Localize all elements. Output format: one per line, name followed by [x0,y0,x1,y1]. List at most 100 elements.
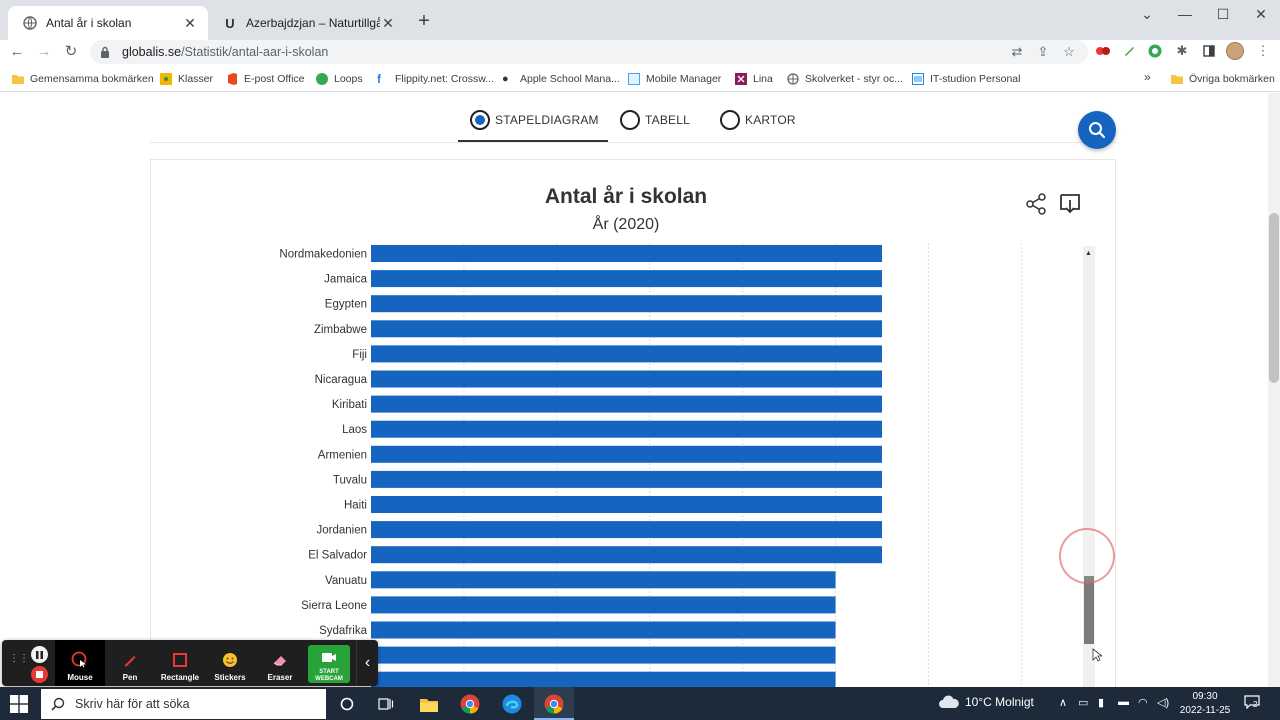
stickers-tool[interactable]: Stickers [205,640,255,686]
drag-handle-icon[interactable]: ⋮⋮ [9,653,29,664]
pen-tool[interactable]: Pen [105,640,155,686]
page-scrollbar-thumb[interactable] [1269,213,1279,383]
chrome-icon[interactable] [458,692,482,716]
other-bookmarks-folder[interactable]: Övriga bokmärken [1171,70,1275,88]
forward-button[interactable]: → [36,43,52,60]
chart-bar[interactable] [371,571,836,589]
side-panel-icon[interactable] [1200,42,1218,60]
bookmark-item[interactable]: Gemensamma bokmärken [12,70,154,88]
extension-green-icon[interactable] [1146,42,1164,60]
search-button[interactable] [1078,111,1116,149]
browser-tab-active[interactable]: Antal år i skolan ✕ [8,6,208,40]
windows-start-icon[interactable] [10,695,28,713]
pause-button[interactable] [31,646,48,663]
chart-bar[interactable] [371,420,882,438]
close-window-button[interactable]: ✕ [1255,5,1267,22]
rectangle-tool[interactable]: Rectangle [155,640,205,686]
chart-bar[interactable] [371,546,882,564]
chart-bar[interactable] [371,295,882,313]
share-page-icon[interactable]: ⇪ [1037,44,1049,59]
download-icon[interactable] [1058,192,1082,216]
bookmark-item[interactable]: Klasser [160,70,213,88]
back-button[interactable]: ← [9,43,25,60]
bookmarks-overflow-button[interactable]: » [1144,70,1151,84]
browser-tab[interactable]: U Azerbajdzjan – Naturtillgångar, e ✕ [208,6,406,40]
chart-bar[interactable] [371,395,882,413]
new-tab-button[interactable]: + [418,10,430,32]
collapse-toolbar-icon[interactable]: ‹ [356,640,378,686]
share-icon[interactable] [1025,193,1047,215]
chrome-icon[interactable] [542,692,566,716]
start-webcam-button[interactable]: START WEBCAM [308,645,350,683]
bookmark-item[interactable]: E-post Office [226,70,305,88]
bookmark-item[interactable]: IT-studion Personal [912,70,1020,88]
profile-avatar[interactable] [1226,42,1244,60]
bookmark-item[interactable]: Skolverket - styr oc... [787,70,903,88]
tab-tabell[interactable]: TABELL [620,110,690,130]
battery-icon[interactable]: ▬ [1118,696,1129,708]
meet-now-icon[interactable]: ▭ [1078,697,1089,709]
bookmark-item[interactable]: Lina [735,70,773,88]
weather-widget[interactable]: 10°C Molnigt [938,695,1034,709]
chart-bar[interactable] [371,521,882,539]
reload-button[interactable]: ↻ [64,43,78,60]
chart-bar[interactable] [371,671,836,687]
stop-button[interactable] [31,666,48,683]
bookmark-item[interactable]: f Flippity.net: Crossw... [377,72,495,86]
bookmark-item[interactable]: Loops [316,70,363,88]
edge-icon[interactable] [500,692,524,716]
chart-scrollbar[interactable]: ▲ [1083,246,1095,687]
bookmark-item[interactable]: Mobile Manager [628,70,721,88]
chart-bar[interactable] [371,646,836,664]
notification-center-icon[interactable]: 2 [1244,695,1262,711]
kebab-menu-icon[interactable]: ⋮ [1256,43,1270,58]
cortana-icon[interactable] [335,692,359,716]
eraser-tool[interactable]: Eraser [255,640,305,686]
chart-bar[interactable] [371,621,836,639]
clock-time: 09:30 [1192,691,1218,702]
category-label: Jamaica [324,274,367,286]
extension-red-icon[interactable] [1094,42,1112,60]
extension-pen-icon[interactable] [1120,42,1138,60]
chart-bar[interactable] [371,596,836,614]
chart-bar[interactable] [371,470,882,488]
scroll-up-arrow-icon[interactable]: ▲ [1085,250,1092,257]
chart-bar[interactable] [371,370,882,388]
close-tab-icon[interactable]: ✕ [184,15,196,31]
translate-icon[interactable]: ⇄ [1011,44,1023,59]
chart-bar[interactable] [371,320,882,338]
system-clock[interactable]: 09:30 2022-11-25 [1176,690,1234,718]
radio-unselected[interactable] [620,110,640,130]
view-tabs: STAPELDIAGRAM TABELL KARTOR [150,93,1116,143]
maximize-button[interactable]: ☐ [1216,5,1230,22]
microphone-icon[interactable]: ▮ [1098,697,1105,709]
chart-bar[interactable] [371,345,882,363]
cursor-highlight [1059,528,1115,584]
chart-bar[interactable] [371,245,882,262]
lina-icon [735,73,747,85]
radio-unselected[interactable] [720,110,740,130]
puzzle-extensions-icon[interactable]: ✱ [1176,43,1188,58]
minimize-button[interactable]: — [1178,6,1192,22]
speaker-icon[interactable]: ◁) [1157,697,1170,709]
star-bookmark-icon[interactable]: ☆ [1063,44,1075,59]
address-bar[interactable]: globalis.se/Statistik/antal-aar-i-skolan [90,40,1088,64]
wifi-icon[interactable]: ◠ [1138,697,1148,709]
close-tab-icon[interactable]: ✕ [382,15,394,31]
tab-kartor[interactable]: KARTOR [720,110,796,130]
radio-selected[interactable] [470,110,490,130]
chart-scrollbar-thumb[interactable] [1084,576,1094,644]
chart-bar[interactable] [371,270,882,288]
chart-bar[interactable] [371,496,882,513]
classroom-icon [160,73,172,85]
tab-stapeldiagram[interactable]: STAPELDIAGRAM [470,110,599,130]
taskbar-search-input[interactable]: Skriv här för att söka [41,689,326,719]
chevron-down-icon[interactable]: ⌄ [1141,5,1153,22]
chart-bar[interactable] [371,445,882,463]
bookmark-item[interactable]: ● Apple School Mana... [502,73,620,85]
page-scrollbar[interactable] [1268,93,1280,687]
chevron-up-icon[interactable]: ∧ [1059,697,1068,709]
file-explorer-icon[interactable] [417,692,441,716]
mouse-tool[interactable]: Mouse [55,640,105,686]
task-view-icon[interactable] [374,692,398,716]
